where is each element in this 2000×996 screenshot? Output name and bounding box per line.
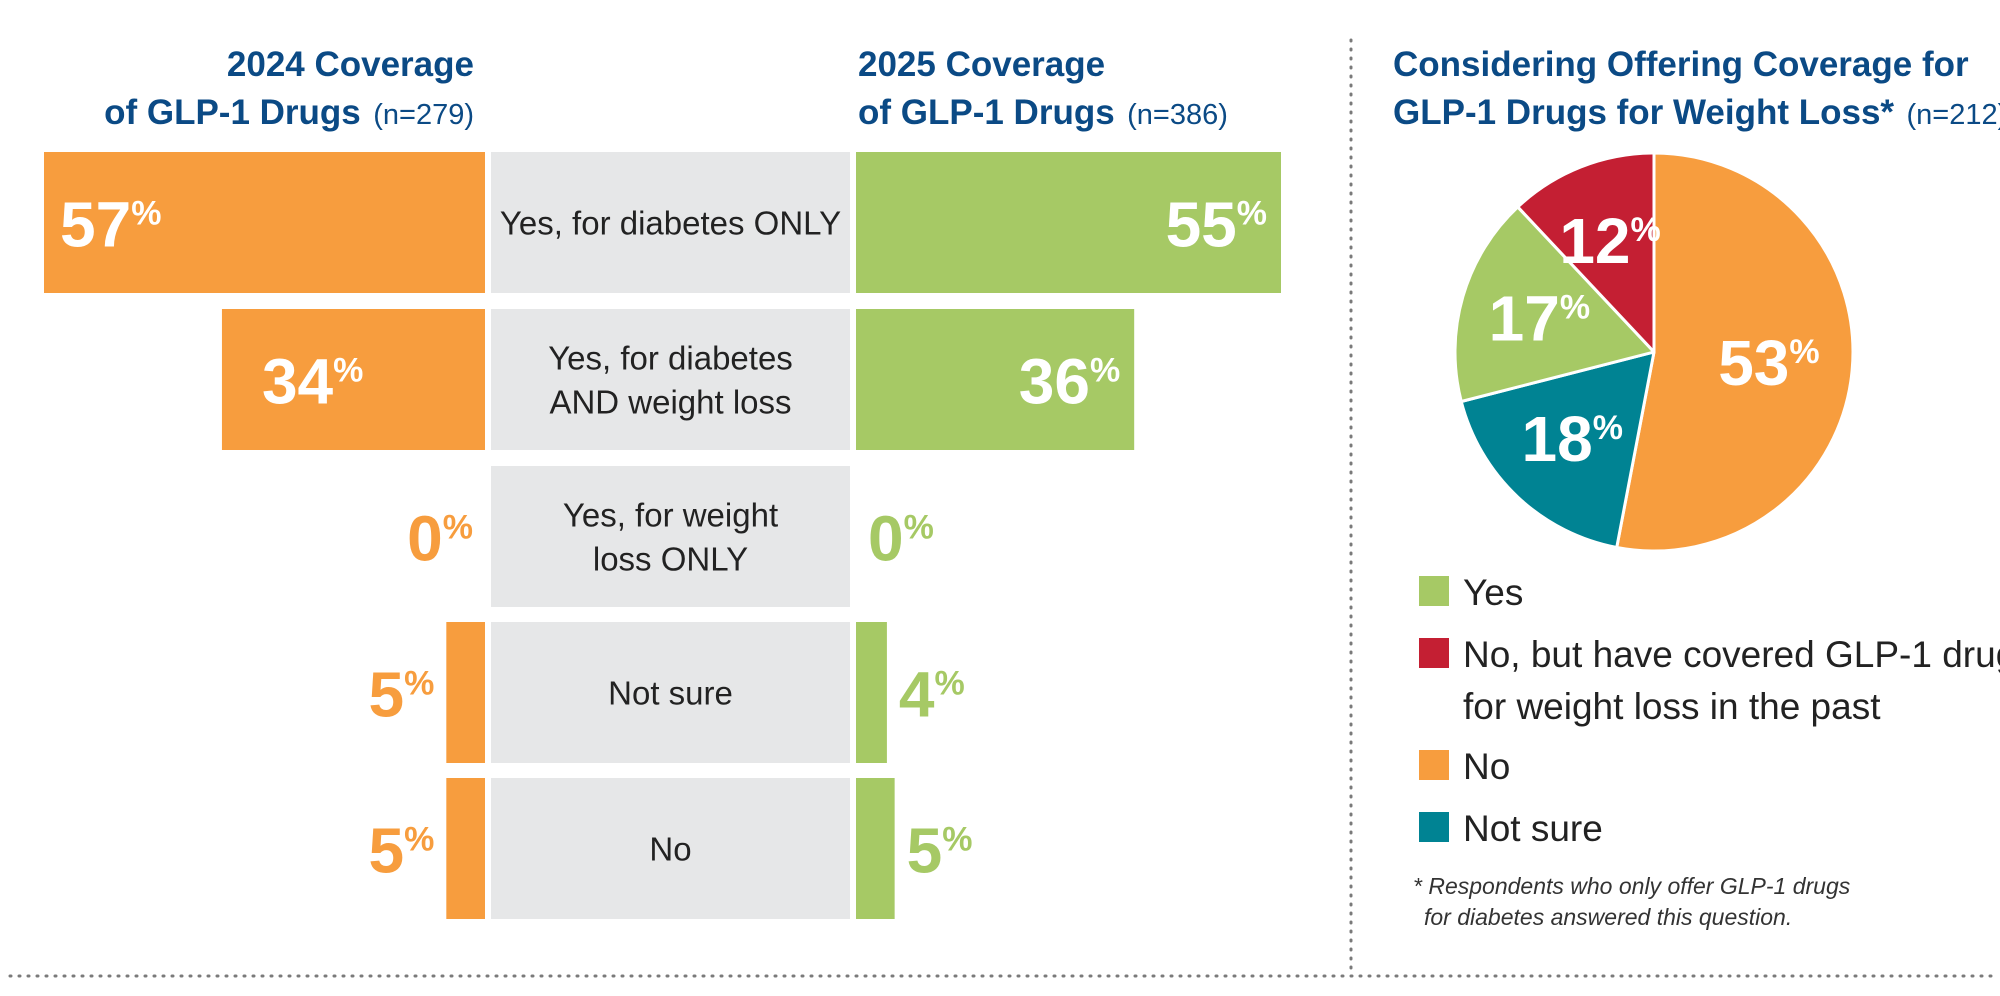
- category-label: Yes, for diabetes ONLY: [500, 205, 841, 242]
- category-box: [491, 152, 850, 293]
- pie-slice: [1615, 151, 1855, 553]
- title-2025-line1: 2025 Coverage: [858, 45, 1105, 84]
- bar-2024: [446, 622, 485, 763]
- bar-2024-value-label: 34%: [262, 346, 363, 418]
- pie-title-line2: GLP-1 Drugs for Weight Loss* (n=212): [1393, 93, 2000, 132]
- category-label: loss ONLY: [593, 541, 748, 578]
- bar-2025-value-label: 0%: [868, 503, 934, 575]
- bar-2025: [856, 309, 1135, 450]
- pie-n-label: (n=212): [1907, 99, 2000, 131]
- title-2024-line1: 2024 Coverage: [227, 45, 474, 84]
- category-box: [491, 622, 850, 763]
- category-box: [491, 466, 850, 607]
- pie-slice: [1453, 205, 1656, 403]
- pie-slice-label: 17%: [1489, 283, 1590, 355]
- pie-title-line1: Considering Offering Coverage for: [1393, 45, 1969, 84]
- title-2025-line2: of GLP-1 Drugs (n=386): [858, 93, 1228, 132]
- bar-2024: [221, 309, 485, 450]
- title-2024-text: of GLP-1 Drugs: [104, 93, 361, 132]
- category-label: Yes, for weight: [563, 497, 778, 534]
- pie-slice-label: 53%: [1718, 327, 1819, 399]
- category-label: AND weight loss: [549, 384, 791, 421]
- legend-swatch: [1419, 638, 1449, 668]
- n-label-2025: (n=386): [1127, 99, 1228, 131]
- legend-label: No: [1463, 746, 1510, 787]
- bar-2024-value-label: 0%: [407, 503, 473, 575]
- bar-2025-value-label: 36%: [1019, 346, 1120, 418]
- footnote-line2: for diabetes answered this question.: [1424, 904, 1792, 930]
- legend-label: Not sure: [1463, 808, 1603, 849]
- footnote-line1: * Respondents who only offer GLP-1 drugs: [1413, 873, 1851, 899]
- legend-swatch: [1419, 812, 1449, 842]
- bar-2025-value-label: 5%: [907, 815, 973, 887]
- category-label: Yes, for diabetes: [548, 340, 793, 377]
- bar-2024: [44, 152, 485, 293]
- title-2024-line2: of GLP-1 Drugs (n=279): [104, 93, 474, 132]
- bar-2025-value-label: 55%: [1166, 189, 1267, 261]
- n-label-2024: (n=279): [373, 99, 474, 131]
- bar-2024-value-label: 5%: [368, 659, 434, 731]
- pie-slice: [1459, 350, 1656, 549]
- pie-legend: Yes No, but have covered GLP-1 drugs for w…: [1419, 572, 2000, 849]
- bar-2025: [856, 622, 887, 763]
- legend-label: No, but have covered GLP-1 drugs: [1463, 634, 2000, 675]
- legend-label: Yes: [1463, 572, 1523, 613]
- legend-swatch: [1419, 576, 1449, 606]
- pie-slice-label: 18%: [1522, 403, 1623, 475]
- category-box: [491, 778, 850, 919]
- butterfly-bars: Yes, for diabetes ONLY 57% 55% Yes, for dia…: [44, 152, 1281, 919]
- bar-2024: [446, 778, 485, 919]
- bar-2025-value-label: 4%: [899, 659, 965, 731]
- bar-2024-value-label: 5%: [368, 815, 434, 887]
- legend-swatch: [1419, 750, 1449, 780]
- pie-slice-label: 12%: [1559, 205, 1660, 277]
- legend-label: for weight loss in the past: [1463, 686, 1881, 727]
- bar-2024-value-label: 57%: [60, 189, 161, 261]
- category-box: [491, 309, 850, 450]
- pie-slice: [1516, 151, 1656, 354]
- pie-title-text: GLP-1 Drugs for Weight Loss*: [1393, 93, 1894, 132]
- category-label: Not sure: [608, 675, 733, 712]
- category-label: No: [649, 831, 691, 868]
- bar-2025: [856, 778, 895, 919]
- pie-chart: 53% 18% 17%12%: [1453, 151, 1855, 553]
- title-2025-text: of GLP-1 Drugs: [858, 93, 1115, 132]
- bar-2025: [856, 152, 1281, 293]
